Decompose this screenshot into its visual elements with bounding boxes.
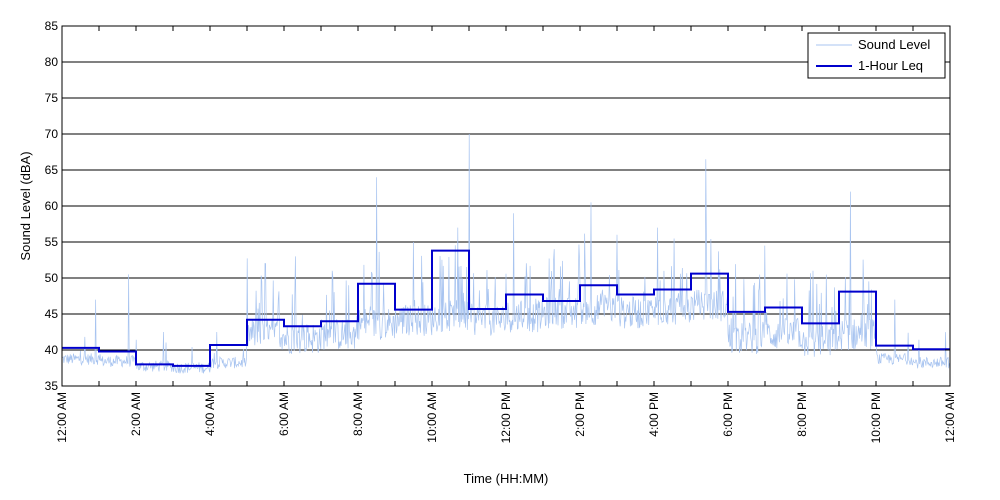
- x-tick-label: 4:00 AM: [203, 392, 217, 436]
- leq-series: [62, 249, 950, 367]
- x-tick-label: 10:00 PM: [869, 392, 883, 443]
- x-axis-label: Time (HH:MM): [464, 471, 549, 486]
- y-tick-label: 55: [45, 235, 59, 249]
- x-tick-label: 8:00 AM: [351, 392, 365, 436]
- y-tick-label: 65: [45, 163, 59, 177]
- y-axis-ticks: 35 40 45 50 55 60 65 70 75 80 85: [45, 19, 950, 393]
- legend-label-leq: 1-Hour Leq: [858, 58, 923, 73]
- sound-level-series: [61, 133, 951, 374]
- y-tick-label: 60: [45, 199, 59, 213]
- sound-level-line: [61, 133, 951, 374]
- legend-box: [807, 32, 946, 79]
- x-tick-label: 4:00 PM: [647, 392, 661, 437]
- x-tick-label: 10:00 AM: [425, 392, 439, 443]
- y-tick-label: 50: [45, 271, 59, 285]
- x-tick-label: 6:00 AM: [277, 392, 291, 436]
- y-tick-label: 35: [45, 379, 59, 393]
- x-tick-label: 12:00 AM: [943, 392, 957, 443]
- x-tick-label: 2:00 PM: [573, 392, 587, 437]
- leq-step-line: [62, 249, 950, 367]
- y-tick-label: 70: [45, 127, 59, 141]
- x-tick-label: 12:00 PM: [499, 392, 513, 443]
- x-tick-label: 6:00 PM: [721, 392, 735, 437]
- y-tick-label: 85: [45, 19, 59, 33]
- y-tick-label: 40: [45, 343, 59, 357]
- y-tick-label: 80: [45, 55, 59, 69]
- legend-label-sound-level: Sound Level: [858, 37, 930, 52]
- y-tick-label: 75: [45, 91, 59, 105]
- x-tick-label: 12:00 AM: [55, 392, 69, 443]
- legend: Sound Level 1-Hour Leq: [807, 32, 946, 79]
- x-tick-label: 2:00 AM: [129, 392, 143, 436]
- y-tick-label: 45: [45, 307, 59, 321]
- y-axis-label: Sound Level (dBA): [18, 151, 33, 260]
- x-tick-label: 8:00 PM: [795, 392, 809, 437]
- x-axis-ticks: 12:00 AM 2:00 AM 4:00 AM 6:00 AM 8:00 AM 10:0…: [55, 26, 957, 443]
